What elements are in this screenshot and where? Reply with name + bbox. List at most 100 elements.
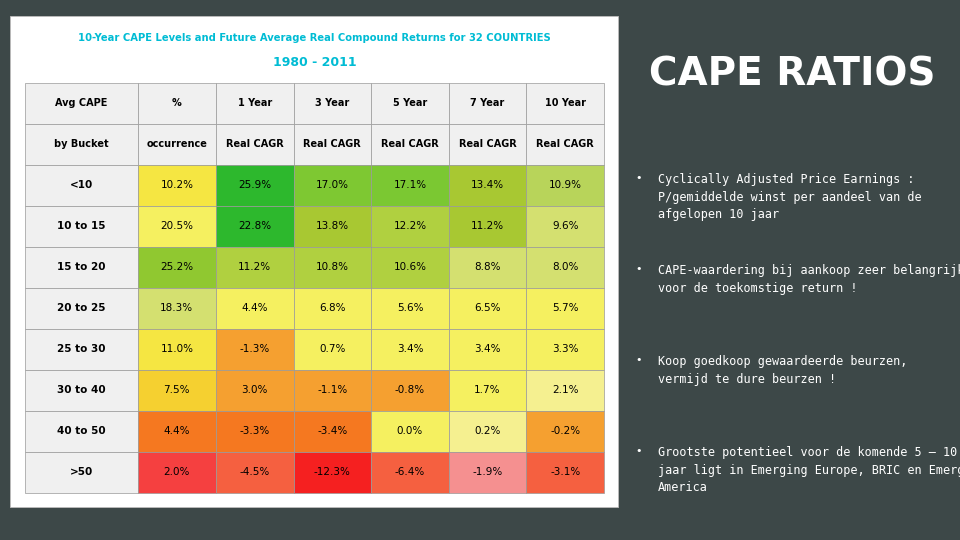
Text: 10-Year CAPE Levels and Future Average Real Compound Returns for 32 COUNTRIES: 10-Year CAPE Levels and Future Average R… bbox=[78, 33, 551, 43]
Bar bbox=[138, 329, 216, 370]
Bar bbox=[294, 370, 372, 411]
Text: 13.4%: 13.4% bbox=[471, 180, 504, 190]
Text: 5.7%: 5.7% bbox=[552, 303, 579, 313]
Bar bbox=[138, 370, 216, 411]
Text: by Bucket: by Bucket bbox=[54, 139, 108, 149]
Bar bbox=[25, 247, 138, 288]
Text: 25 to 30: 25 to 30 bbox=[57, 344, 106, 354]
Bar bbox=[138, 124, 216, 165]
Bar bbox=[138, 247, 216, 288]
Text: 18.3%: 18.3% bbox=[160, 303, 193, 313]
Text: -4.5%: -4.5% bbox=[240, 467, 270, 477]
Bar bbox=[372, 206, 448, 247]
Bar bbox=[372, 452, 448, 493]
Bar bbox=[372, 124, 448, 165]
Bar bbox=[526, 83, 604, 124]
Text: >50: >50 bbox=[70, 467, 93, 477]
Text: 9.6%: 9.6% bbox=[552, 221, 579, 231]
Text: -3.3%: -3.3% bbox=[240, 426, 270, 436]
Text: •: • bbox=[636, 446, 642, 456]
Bar bbox=[448, 452, 526, 493]
Text: 0.7%: 0.7% bbox=[319, 344, 346, 354]
Bar bbox=[372, 83, 448, 124]
Bar bbox=[138, 165, 216, 206]
Text: 5 Year: 5 Year bbox=[393, 98, 427, 108]
Bar bbox=[216, 370, 294, 411]
Bar bbox=[216, 83, 294, 124]
Text: 40 to 50: 40 to 50 bbox=[57, 426, 106, 436]
Bar bbox=[138, 452, 216, 493]
Text: 11.2%: 11.2% bbox=[471, 221, 504, 231]
Text: 20.5%: 20.5% bbox=[160, 221, 193, 231]
Bar bbox=[294, 206, 372, 247]
Text: -0.8%: -0.8% bbox=[395, 385, 425, 395]
Bar bbox=[448, 370, 526, 411]
Bar bbox=[526, 165, 604, 206]
Text: 11.0%: 11.0% bbox=[160, 344, 193, 354]
Text: %: % bbox=[172, 98, 181, 108]
Text: 17.1%: 17.1% bbox=[394, 180, 426, 190]
Bar bbox=[448, 124, 526, 165]
Text: 7 Year: 7 Year bbox=[470, 98, 505, 108]
Bar bbox=[138, 288, 216, 329]
Bar bbox=[448, 206, 526, 247]
Bar bbox=[526, 452, 604, 493]
Text: 0.0%: 0.0% bbox=[396, 426, 423, 436]
Bar bbox=[448, 411, 526, 452]
Text: Real CAGR: Real CAGR bbox=[226, 139, 283, 149]
Text: 17.0%: 17.0% bbox=[316, 180, 348, 190]
Bar bbox=[526, 206, 604, 247]
Bar bbox=[372, 288, 448, 329]
Text: -6.4%: -6.4% bbox=[395, 467, 425, 477]
Bar bbox=[372, 370, 448, 411]
Text: 10.9%: 10.9% bbox=[549, 180, 582, 190]
Text: •: • bbox=[636, 173, 642, 184]
Text: 3.4%: 3.4% bbox=[396, 344, 423, 354]
Text: 22.8%: 22.8% bbox=[238, 221, 272, 231]
Bar bbox=[216, 411, 294, 452]
Text: 3.0%: 3.0% bbox=[242, 385, 268, 395]
Text: 7.5%: 7.5% bbox=[163, 385, 190, 395]
Text: 8.8%: 8.8% bbox=[474, 262, 501, 272]
Text: 1.7%: 1.7% bbox=[474, 385, 501, 395]
Bar bbox=[448, 329, 526, 370]
Text: -3.1%: -3.1% bbox=[550, 467, 580, 477]
Bar bbox=[294, 329, 372, 370]
Bar bbox=[25, 288, 138, 329]
Text: -1.9%: -1.9% bbox=[472, 467, 503, 477]
Bar bbox=[216, 247, 294, 288]
Text: CAPE RATIOS: CAPE RATIOS bbox=[649, 56, 935, 93]
Text: 4.4%: 4.4% bbox=[163, 426, 190, 436]
Text: 20 to 25: 20 to 25 bbox=[57, 303, 106, 313]
Bar bbox=[216, 206, 294, 247]
Text: 3 Year: 3 Year bbox=[315, 98, 349, 108]
Bar bbox=[216, 288, 294, 329]
Text: 3.3%: 3.3% bbox=[552, 344, 579, 354]
Text: occurrence: occurrence bbox=[147, 139, 207, 149]
Bar bbox=[25, 370, 138, 411]
Bar bbox=[448, 83, 526, 124]
Bar bbox=[448, 247, 526, 288]
Text: 4.4%: 4.4% bbox=[242, 303, 268, 313]
Bar bbox=[448, 288, 526, 329]
Text: 11.2%: 11.2% bbox=[238, 262, 272, 272]
Text: 30 to 40: 30 to 40 bbox=[57, 385, 106, 395]
Bar bbox=[526, 370, 604, 411]
Text: 6.5%: 6.5% bbox=[474, 303, 501, 313]
Bar bbox=[294, 411, 372, 452]
Text: Real CAGR: Real CAGR bbox=[537, 139, 594, 149]
Text: 25.2%: 25.2% bbox=[160, 262, 193, 272]
Bar bbox=[25, 124, 138, 165]
Text: Real CAGR: Real CAGR bbox=[459, 139, 516, 149]
Bar bbox=[526, 411, 604, 452]
Text: 10.2%: 10.2% bbox=[160, 180, 193, 190]
Text: 10 to 15: 10 to 15 bbox=[57, 221, 106, 231]
Bar bbox=[216, 329, 294, 370]
Bar bbox=[526, 288, 604, 329]
Text: -3.4%: -3.4% bbox=[317, 426, 348, 436]
Text: 1980 - 2011: 1980 - 2011 bbox=[273, 56, 356, 69]
Text: 2.1%: 2.1% bbox=[552, 385, 579, 395]
Text: Koop goedkoop gewaardeerde beurzen,
vermijd te dure beurzen !: Koop goedkoop gewaardeerde beurzen, verm… bbox=[659, 355, 907, 386]
Bar bbox=[372, 247, 448, 288]
Text: 10.8%: 10.8% bbox=[316, 262, 348, 272]
